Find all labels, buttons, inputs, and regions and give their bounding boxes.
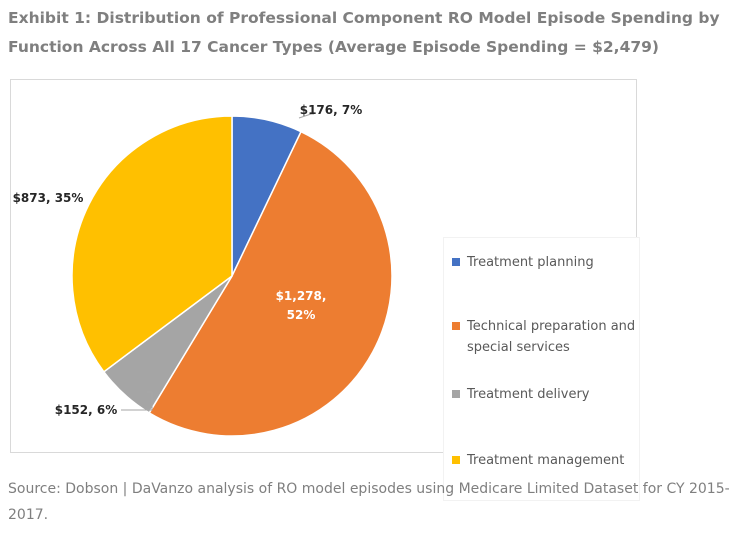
data-label: $873, 35% [13, 191, 84, 205]
chart-area: $176, 7% $1,278, 52% $152, 6% $873, 35% Trea… [10, 79, 640, 501]
data-label: $1,278, 52% [276, 289, 327, 322]
legend-swatch [452, 456, 460, 464]
source-note: Source: Dobson | DaVanzo analysis of RO … [8, 481, 730, 523]
legend-label: Treatment management [467, 453, 625, 468]
legend-label: Treatment planning [467, 255, 594, 270]
leader-line [121, 391, 153, 411]
data-label: $176, 7% [300, 103, 363, 117]
chart-legend: Treatment planning Technical preparation … [443, 237, 640, 501]
pie-slice-technical-preparation-and-special-services [148, 130, 393, 437]
pie-chart: $176, 7% $1,278, 52% $152, 6% $873, 35% [13, 103, 393, 437]
legend-swatch [452, 258, 460, 266]
legend-swatch [452, 390, 460, 398]
legend-label: Treatment delivery [467, 387, 590, 402]
pie-slice-treatment-management [71, 115, 233, 373]
data-label: $152, 6% [55, 403, 118, 417]
legend-label: Technical preparation and special servic… [467, 319, 636, 355]
legend-swatch [452, 322, 460, 330]
chart-title: Exhibit 1: Distribution of Professional … [8, 9, 720, 56]
leader-line [298, 113, 314, 119]
